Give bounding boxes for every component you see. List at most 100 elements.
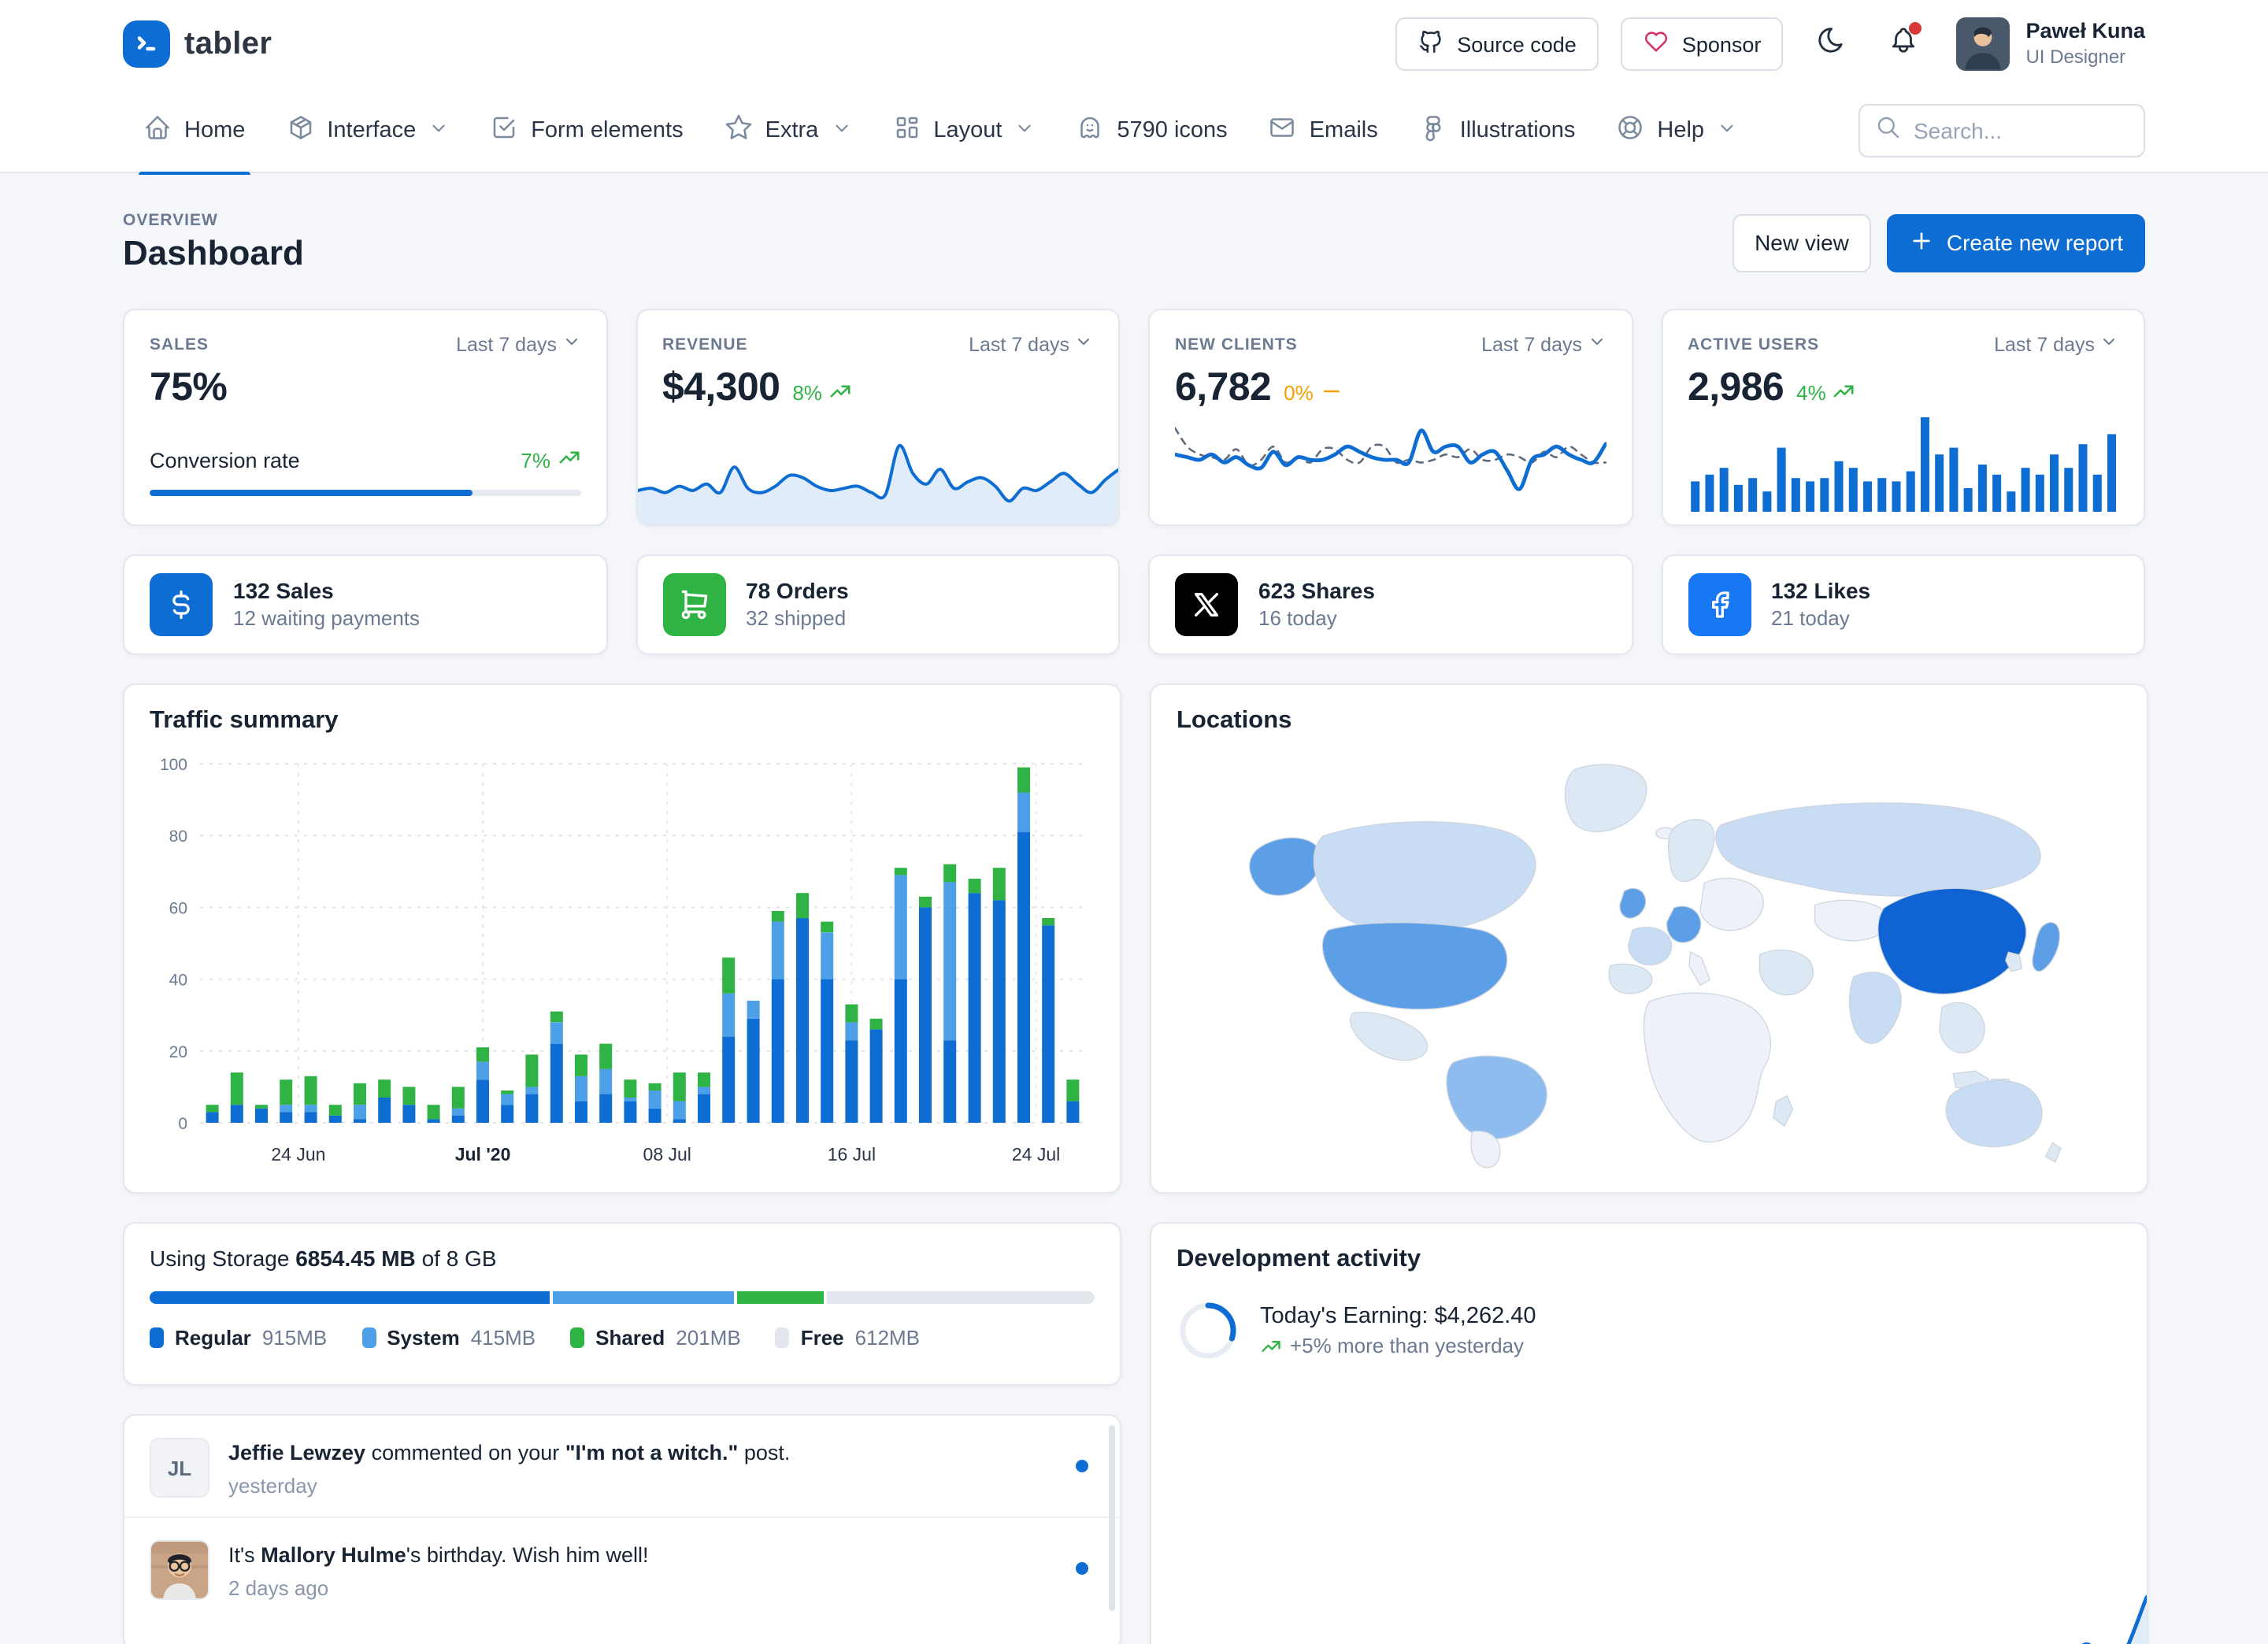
svg-text:80: 80	[169, 828, 187, 846]
stat-card-sales: 132 Sales 12 waiting payments	[123, 554, 607, 655]
tabler-logo-icon	[123, 20, 170, 68]
kpi-sales-period-dropdown[interactable]: Last 7 days	[456, 332, 580, 356]
nav-item-interface[interactable]: Interface	[265, 88, 469, 173]
map-country-greenland	[1564, 764, 1647, 832]
avatar	[150, 1540, 209, 1600]
legend-item-regular: Regular 915MB	[150, 1326, 327, 1350]
kpi-sales-delta: 7%	[521, 446, 580, 474]
kpi-clients-value: 6,782	[1175, 365, 1272, 409]
svg-text:60: 60	[169, 899, 187, 917]
trending-up-icon	[1260, 1335, 1282, 1357]
kpi-sales-label: SALES	[150, 335, 209, 354]
chevron-down-icon	[1717, 117, 1737, 144]
search-box[interactable]	[1858, 104, 2145, 157]
revenue-sparkline	[637, 427, 1118, 524]
map-country-italy	[1688, 951, 1710, 987]
nav-item-layout[interactable]: Layout	[872, 88, 1055, 173]
nav-item-form-elements[interactable]: Form elements	[469, 88, 703, 173]
development-activity-card: Development activity Today's Earning: $4…	[1150, 1222, 2148, 1644]
mail-icon	[1269, 113, 1297, 148]
user-role: UI Designer	[2025, 46, 2126, 68]
nav-item-home[interactable]: Home	[123, 88, 265, 175]
currency-dollar-icon	[150, 573, 213, 636]
scrollbar[interactable]	[1109, 1425, 1115, 1611]
traffic-summary-card: Traffic summary 0 20 40 60 80 100 24 Jun Jul '2…	[123, 683, 1121, 1194]
storage-segment-shared	[736, 1291, 825, 1304]
page-title: Dashboard	[123, 233, 304, 272]
dark-mode-toggle[interactable]	[1805, 19, 1855, 69]
map-country-china	[1877, 887, 2027, 995]
notifications-button[interactable]	[1877, 19, 1928, 69]
users-bar-sparkline	[1688, 411, 2118, 512]
user-menu[interactable]: Paweł Kuna UI Designer	[1956, 17, 2145, 71]
nav-item-icons[interactable]: 5790 icons	[1055, 88, 1247, 173]
activity-feed-card: JL Jeffie Lewzey commented on your "I'm …	[123, 1414, 1121, 1644]
notification-badge	[1909, 22, 1922, 35]
map-region-central-asia	[1814, 899, 1890, 942]
map-country-madagascar	[1773, 1094, 1794, 1127]
nav-item-help[interactable]: Help	[1595, 88, 1758, 173]
kpi-users-label: ACTIVE USERS	[1688, 335, 1820, 354]
brand-logo[interactable]: tabler	[123, 20, 272, 68]
top-bar: tabler Source code Sponsor	[0, 0, 2268, 88]
svg-text:24 Jul: 24 Jul	[1012, 1144, 1060, 1164]
feed-text: It's Mallory Hulme's birthday. Wish him …	[228, 1543, 649, 1567]
nav-item-illustrations[interactable]: Illustrations	[1399, 88, 1596, 173]
lifebuoy-icon	[1616, 113, 1644, 148]
search-input[interactable]	[1914, 118, 2128, 143]
storage-segment-system	[552, 1291, 734, 1304]
map-country-spain	[1608, 963, 1653, 994]
brand-x-icon	[1175, 573, 1238, 636]
new-view-button[interactable]: New view	[1732, 213, 1871, 272]
chevron-down-icon	[561, 332, 580, 356]
kpi-revenue-period-dropdown[interactable]: Last 7 days	[969, 332, 1093, 356]
checkbox-icon	[490, 113, 518, 148]
page-pretitle: OVERVIEW	[123, 211, 218, 230]
trending-up-icon	[557, 446, 580, 474]
star-icon	[724, 113, 753, 148]
home-icon	[143, 113, 172, 148]
kpi-sales-value: 75%	[150, 365, 228, 409]
kpi-revenue-value: $4,300	[662, 365, 780, 409]
svg-text:40: 40	[169, 972, 187, 990]
map-country-uk	[1619, 887, 1647, 919]
kpi-clients-period-dropdown[interactable]: Last 7 days	[1481, 332, 1606, 356]
svg-text:24 Jun: 24 Jun	[271, 1144, 325, 1164]
list-item[interactable]: JL Jeffie Lewzey commented on your "I'm …	[124, 1416, 1120, 1516]
kpi-clients-label: NEW CLIENTS	[1175, 335, 1298, 354]
search-icon	[1876, 114, 1901, 147]
moon-icon	[1815, 25, 1845, 63]
list-item[interactable]: It's Mallory Hulme's birthday. Wish him …	[124, 1516, 1120, 1619]
world-map[interactable]	[1177, 735, 2122, 1181]
legend-item-free: Free 612MB	[775, 1326, 920, 1350]
stat-card-shares: 623 Shares 16 today	[1148, 554, 1632, 655]
heart-icon	[1643, 28, 1670, 60]
chevron-down-icon	[1014, 117, 1035, 144]
source-code-button[interactable]: Source code	[1395, 17, 1599, 71]
traffic-summary-title: Traffic summary	[150, 707, 339, 734]
map-country-new-zealand	[2044, 1142, 2062, 1163]
kpi-clients-delta: 0%	[1284, 379, 1343, 407]
kpi-users-period-dropdown[interactable]: Last 7 days	[1994, 332, 2118, 356]
layout-icon	[892, 113, 921, 148]
svg-text:0: 0	[178, 1115, 187, 1133]
nav-item-extra[interactable]: Extra	[704, 88, 873, 173]
storage-legend: Regular 915MB System 415MB Shared 201MB Fre…	[150, 1326, 1095, 1350]
brand-facebook-icon	[1688, 573, 1751, 636]
svg-text:Jul '20: Jul '20	[455, 1144, 511, 1164]
feed-time: 2 days ago	[228, 1576, 329, 1600]
shopping-cart-icon	[662, 573, 725, 636]
ghost-icon	[1076, 113, 1104, 148]
map-country-korea	[2005, 951, 2023, 972]
github-icon	[1418, 28, 1444, 60]
user-name: Paweł Kuna	[2025, 19, 2145, 43]
sponsor-button[interactable]: Sponsor	[1620, 17, 1784, 71]
unread-dot	[1076, 1460, 1088, 1472]
map-country-usa	[1321, 922, 1508, 1010]
storage-segment-free	[827, 1291, 1095, 1304]
create-report-button[interactable]: Create new report	[1886, 213, 2145, 272]
storage-summary: Using Storage 6854.45 MB of 8 GB	[150, 1246, 497, 1271]
map-region-middle-east	[1758, 950, 1814, 996]
svg-text:100: 100	[160, 756, 187, 774]
nav-item-emails[interactable]: Emails	[1248, 88, 1399, 173]
